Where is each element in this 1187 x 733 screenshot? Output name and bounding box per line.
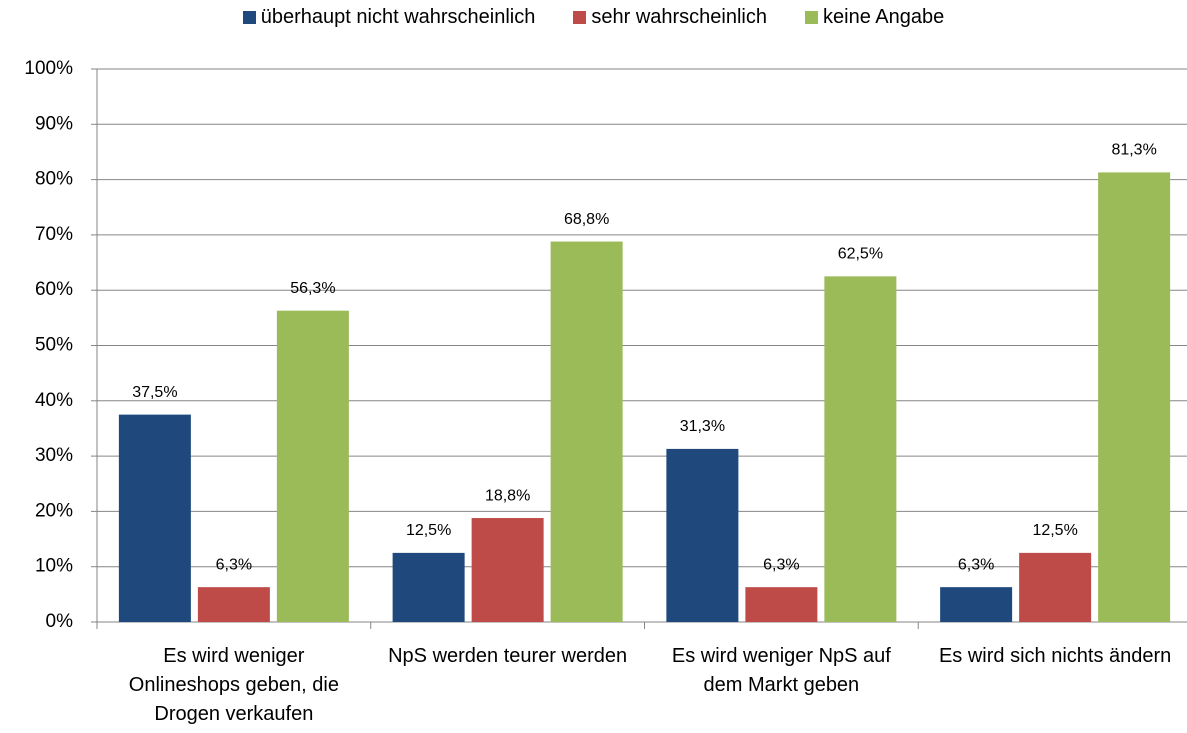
y-tick-label: 30% — [35, 445, 73, 466]
bar — [276, 310, 349, 622]
bar — [197, 587, 270, 622]
value-label: 6,3% — [958, 556, 994, 573]
legend: überhaupt nicht wahrscheinlich sehr wahrs… — [0, 6, 1187, 29]
bar — [745, 587, 818, 622]
value-label: 6,3% — [763, 556, 799, 573]
value-label: 31,3% — [680, 418, 725, 435]
legend-label: sehr wahrscheinlich — [591, 6, 767, 28]
bar — [392, 552, 465, 622]
x-tick-label: Es wird weniger NpS auf dem Markt geben — [671, 645, 891, 696]
bar — [550, 241, 623, 622]
y-tick-label: 90% — [35, 113, 73, 134]
y-tick-label: 80% — [35, 169, 73, 190]
value-label: 37,5% — [132, 384, 177, 401]
legend-swatch — [573, 11, 587, 24]
legend-entry: sehr wahrscheinlich — [573, 6, 767, 29]
bar — [1019, 552, 1092, 622]
y-tick-label: 100% — [24, 58, 73, 79]
bar — [940, 587, 1013, 622]
y-tick-label: 20% — [35, 500, 73, 521]
value-label: 6,3% — [216, 556, 252, 573]
legend-swatch — [242, 11, 256, 24]
y-tick-label: 60% — [35, 279, 73, 300]
y-tick-label: 0% — [46, 611, 74, 632]
bar — [471, 518, 544, 622]
value-label: 12,5% — [1032, 522, 1077, 539]
bar — [118, 414, 191, 622]
legend-swatch — [805, 11, 818, 24]
value-label: 62,5% — [838, 246, 883, 263]
legend-label: keine Angabe — [823, 6, 945, 28]
value-label: 56,3% — [290, 280, 335, 297]
y-tick-label: 50% — [35, 335, 73, 356]
legend-entry: keine Angabe — [805, 6, 944, 29]
bar — [824, 276, 897, 622]
legend-entry: überhaupt nicht wahrscheinlich — [242, 6, 536, 29]
legend-label: überhaupt nicht wahrscheinlich — [260, 6, 536, 28]
value-label: 68,8% — [564, 211, 609, 228]
value-label: 81,3% — [1111, 142, 1156, 159]
x-tick-label: NpS werden teurer werden — [388, 645, 628, 667]
value-label: 12,5% — [406, 522, 451, 539]
x-tick-label: Es wird weniger Onlineshops geben, die D… — [128, 645, 339, 725]
x-tick-label: Es wird sich nichts ändern — [938, 645, 1172, 667]
value-label: 18,8% — [485, 487, 530, 504]
bar — [1098, 172, 1171, 622]
y-tick-label: 70% — [35, 224, 73, 245]
bar — [666, 448, 739, 622]
y-tick-label: 10% — [35, 556, 73, 577]
y-tick-label: 40% — [35, 390, 73, 411]
